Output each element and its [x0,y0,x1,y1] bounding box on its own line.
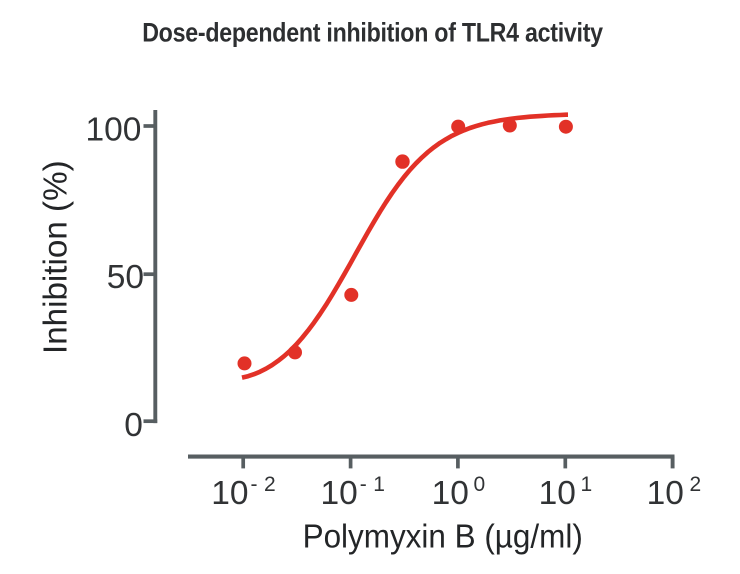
svg-text:Polymyxin B (µg/ml): Polymyxin B (µg/ml) [303,517,583,554]
svg-text:10-1: 10-1 [321,473,392,512]
svg-text:50: 50 [107,259,144,296]
svg-text:102: 10 2 [647,473,701,512]
svg-text:100: 100 [85,111,141,148]
svg-text:101: 10 1 [539,473,592,512]
svg-text:Dose-dependent inhibition of T: Dose-dependent inhibition of TLR4 activi… [142,18,603,48]
svg-text:Inhibition (%): Inhibition (%) [37,160,74,354]
svg-text:10-2: 10-2 [211,473,282,512]
svg-text:100: 100 [432,473,485,512]
svg-text:0: 0 [124,407,143,444]
